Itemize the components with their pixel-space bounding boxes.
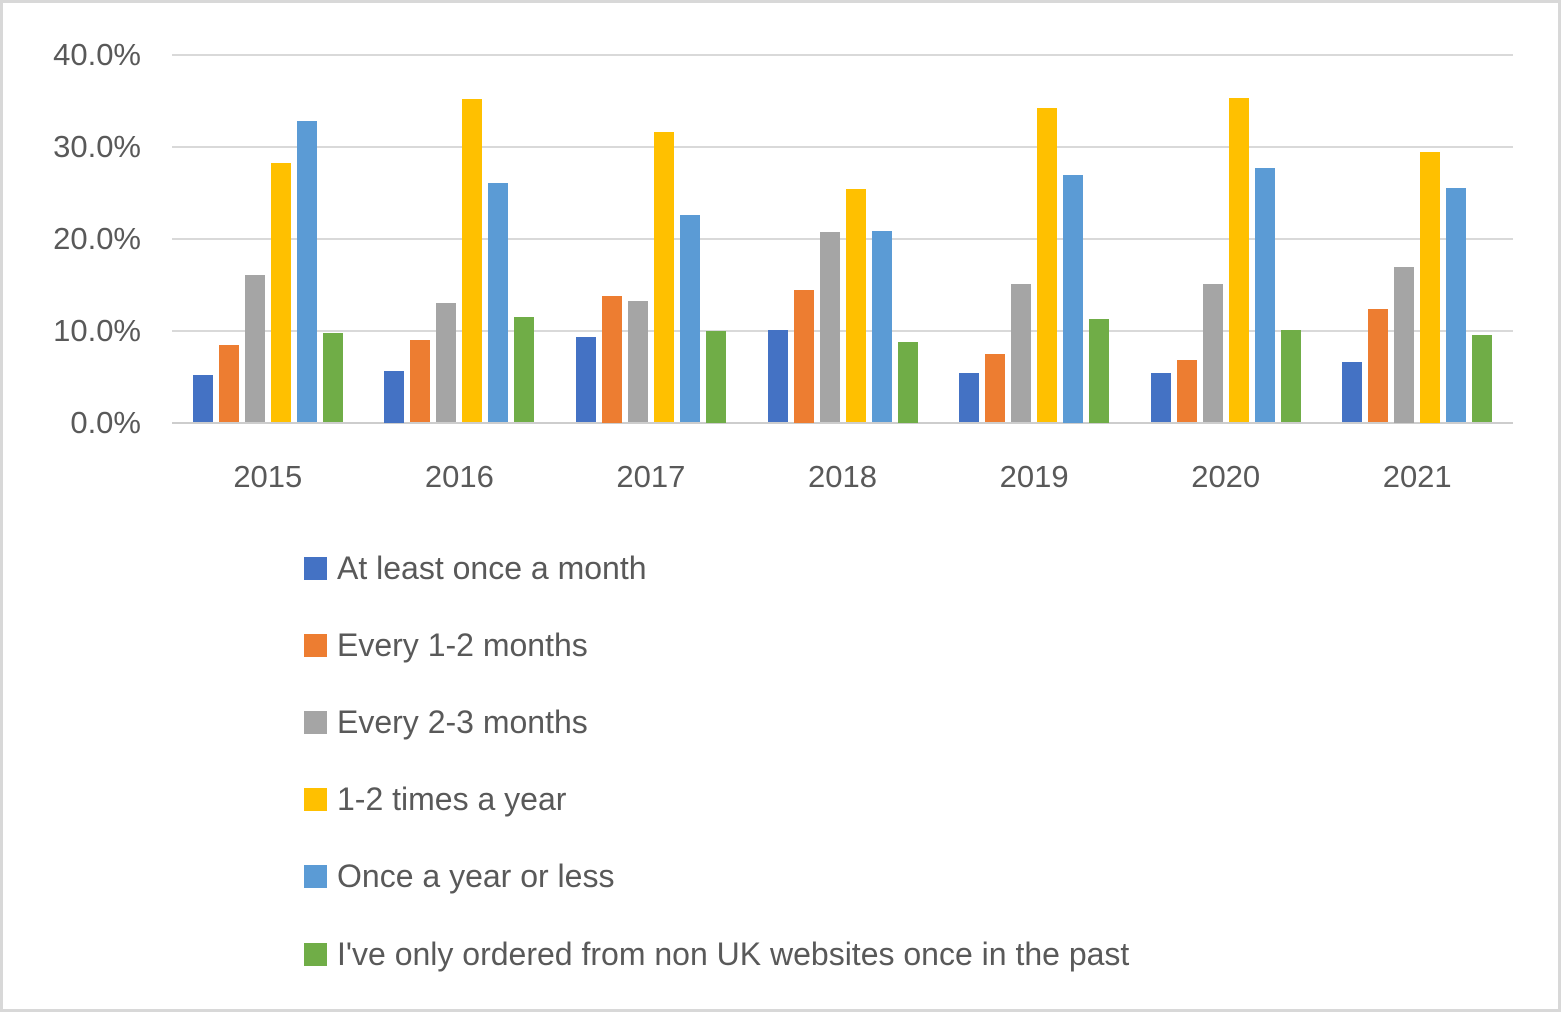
x-axis-label-2015: 2015: [233, 459, 303, 494]
bar-at-least-once-a-month-2015: [192, 374, 213, 423]
x-axis-label-2016: 2016: [424, 459, 494, 494]
plot-area: [3, 3, 1558, 1009]
bar-1-2-times-a-year-2016: [462, 98, 483, 423]
x-axis-label-2017: 2017: [616, 459, 686, 494]
legend-label: Once a year or less: [337, 858, 615, 895]
legend-swatch-icon: [304, 710, 327, 734]
y-axis-tick-label: 0.0%: [70, 404, 141, 440]
legend-label: Every 1-2 months: [337, 626, 588, 663]
x-axis-label-2018: 2018: [808, 459, 877, 494]
bar-i-ve-only-ordered-from-n-2021: [1472, 335, 1493, 423]
bar-once-a-year-or-less-2021: [1446, 187, 1467, 423]
x-axis-label-2019: 2019: [999, 459, 1069, 494]
bar-once-a-year-or-less-2020: [1254, 167, 1275, 423]
legend-item-once-a-year-or-less: Once a year or less: [304, 857, 614, 897]
bar-once-a-year-or-less-2018: [871, 231, 892, 423]
bar-every-2-3-months-2015: [244, 275, 265, 423]
bar-1-2-times-a-year-2017: [653, 131, 674, 423]
bar-i-ve-only-ordered-from-n-2017: [705, 330, 726, 423]
bar-at-least-once-a-month-2021: [1342, 361, 1363, 423]
legend-item-i-ve-only-ordered-from-n: I've only ordered from non UK websites o…: [304, 934, 1129, 974]
legend-label: Every 2-3 months: [337, 703, 588, 740]
x-axis-line: [172, 421, 1513, 424]
legend-swatch-icon: [304, 633, 327, 657]
x-axis-label-2020: 2020: [1191, 459, 1261, 494]
bar-1-2-times-a-year-2015: [270, 163, 291, 423]
legend-item-at-least-once-a-month: At least once a month: [304, 548, 647, 588]
bar-i-ve-only-ordered-from-n-2016: [514, 316, 535, 423]
bar-at-least-once-a-month-2017: [575, 336, 596, 423]
bar-once-a-year-or-less-2015: [296, 120, 317, 423]
bar-once-a-year-or-less-2017: [679, 214, 700, 423]
bar-every-1-2-months-2021: [1368, 309, 1389, 423]
bar-once-a-year-or-less-2019: [1063, 175, 1084, 423]
bar-every-1-2-months-2016: [410, 339, 431, 423]
bar-every-2-3-months-2018: [819, 232, 840, 423]
legend-swatch-icon: [304, 942, 327, 966]
bar-every-1-2-months-2017: [601, 295, 622, 423]
legend-swatch-icon: [304, 865, 327, 889]
y-axis-tick-label: 20.0%: [53, 220, 141, 256]
y-axis-tick-label: 40.0%: [53, 36, 141, 72]
gridline: [172, 237, 1513, 240]
bar-1-2-times-a-year-2021: [1420, 152, 1441, 423]
legend-label: 1-2 times a year: [337, 781, 567, 818]
bar-every-2-3-months-2017: [627, 301, 648, 423]
gridline: [172, 145, 1513, 148]
bar-1-2-times-a-year-2018: [845, 188, 866, 423]
legend-label: At least once a month: [337, 549, 647, 586]
bar-at-least-once-a-month-2019: [959, 372, 980, 423]
bar-every-1-2-months-2015: [218, 345, 239, 423]
bar-i-ve-only-ordered-from-n-2015: [322, 333, 343, 423]
bar-at-least-once-a-month-2020: [1150, 372, 1171, 423]
bar-1-2-times-a-year-2020: [1228, 97, 1249, 423]
legend-label: I've only ordered from non UK websites o…: [337, 935, 1130, 972]
bar-every-2-3-months-2021: [1394, 267, 1415, 423]
legend-swatch-icon: [304, 788, 327, 812]
bar-at-least-once-a-month-2018: [767, 329, 788, 423]
legend-item-every-2-3-months: Every 2-3 months: [304, 702, 588, 742]
bar-every-1-2-months-2018: [793, 290, 814, 423]
bar-i-ve-only-ordered-from-n-2019: [1089, 318, 1110, 423]
legend-item-every-1-2-months: Every 1-2 months: [304, 625, 588, 665]
y-axis-tick-label: 10.0%: [53, 312, 141, 348]
y-axis-tick-label: 30.0%: [53, 128, 141, 164]
bar-i-ve-only-ordered-from-n-2020: [1280, 329, 1301, 423]
bar-once-a-year-or-less-2016: [488, 183, 509, 423]
gridline: [172, 329, 1513, 332]
legend-swatch-icon: [304, 556, 327, 580]
bar-every-1-2-months-2020: [1176, 359, 1197, 423]
x-axis-label-2021: 2021: [1382, 459, 1452, 494]
bar-every-2-3-months-2020: [1202, 283, 1223, 423]
bar-every-2-3-months-2016: [436, 302, 457, 423]
gridline: [172, 53, 1513, 56]
legend-item-1-2-times-a-year: 1-2 times a year: [304, 780, 566, 820]
bar-i-ve-only-ordered-from-n-2018: [897, 341, 918, 423]
bar-1-2-times-a-year-2019: [1037, 107, 1058, 423]
bar-every-2-3-months-2019: [1011, 283, 1032, 423]
bar-at-least-once-a-month-2016: [384, 371, 405, 423]
bar-every-1-2-months-2019: [985, 354, 1006, 423]
